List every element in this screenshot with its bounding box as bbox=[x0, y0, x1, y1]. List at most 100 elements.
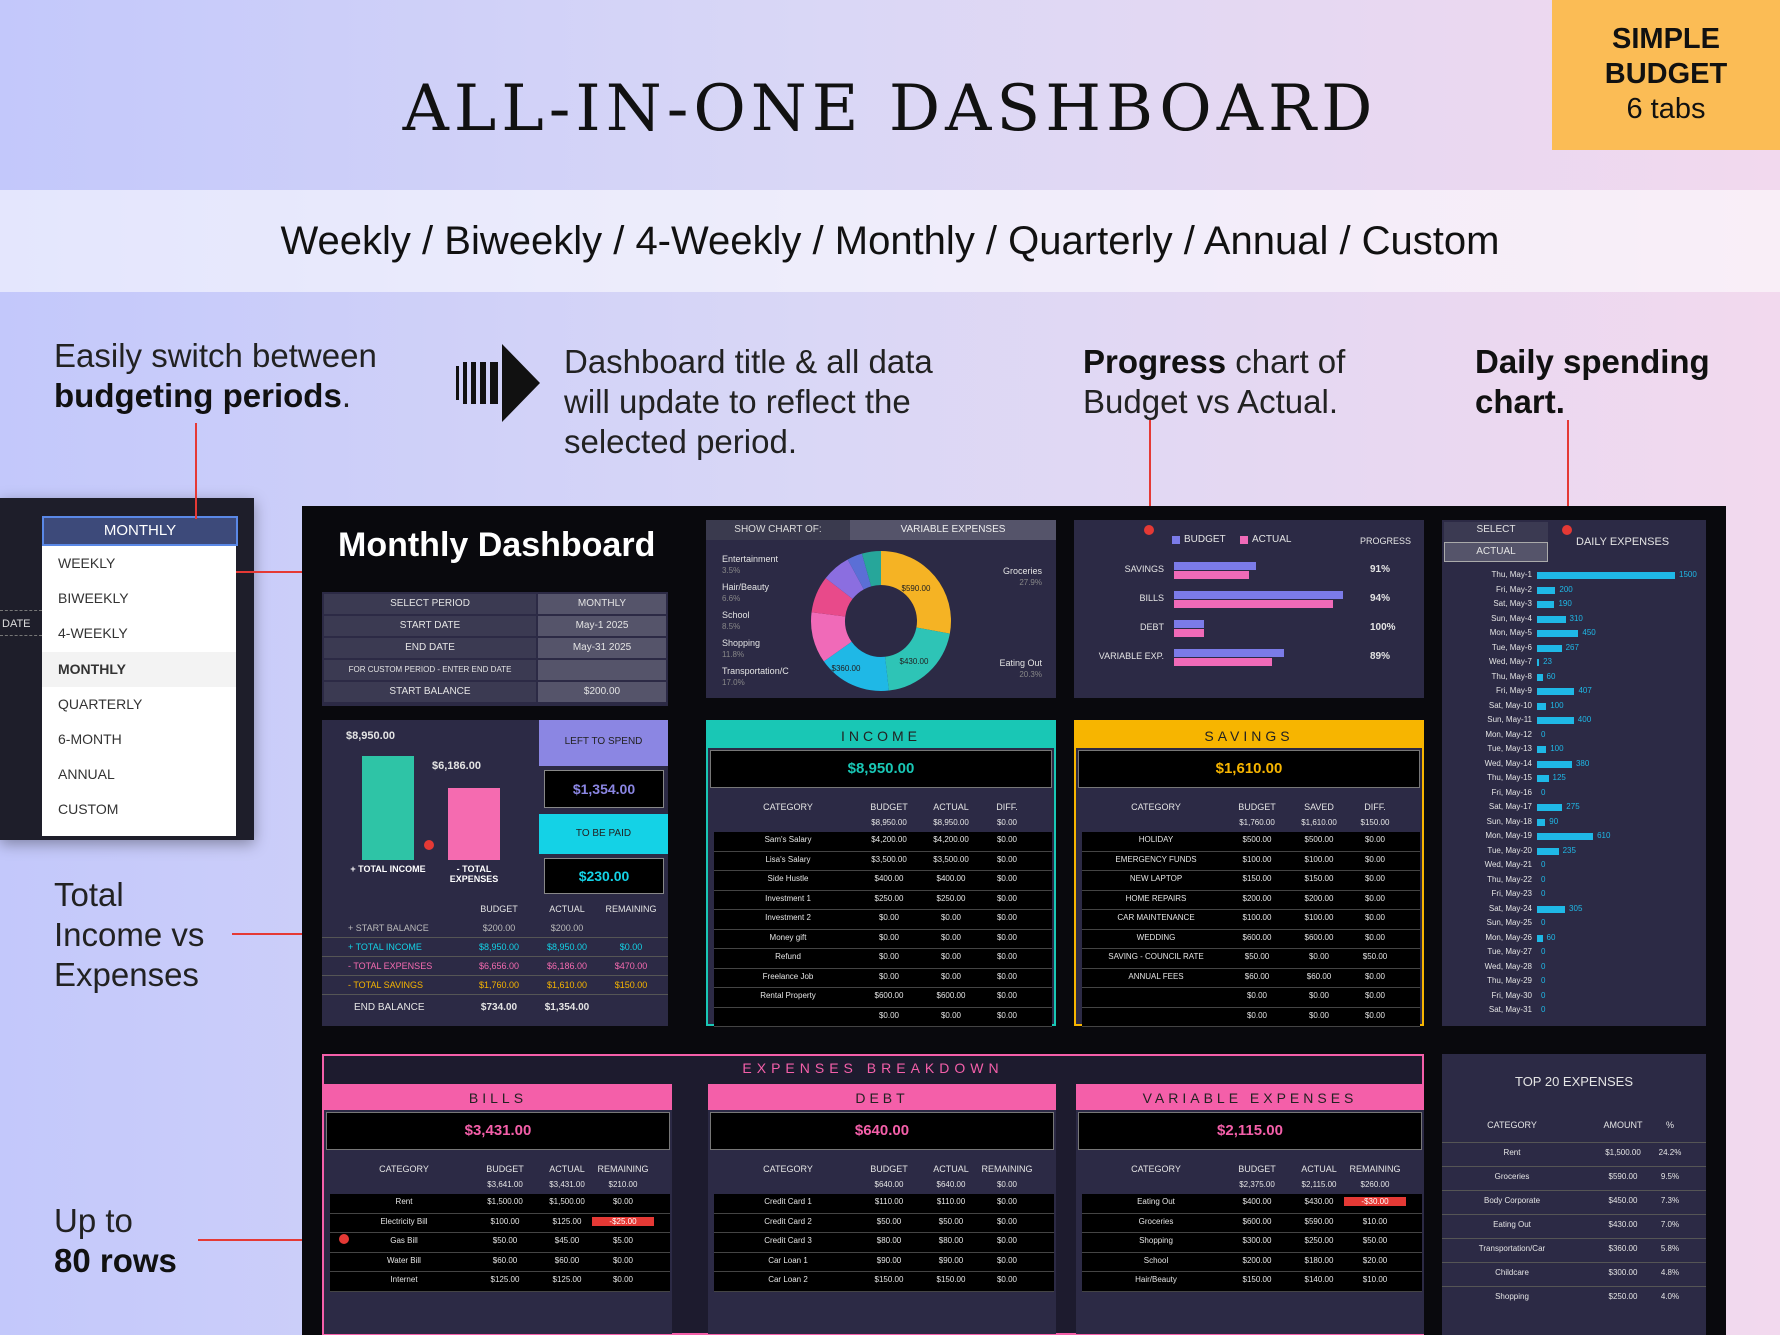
table-header-bar bbox=[1076, 722, 1422, 748]
setup-value[interactable]: May-31 2025 bbox=[538, 638, 666, 658]
period-option[interactable]: MONTHLY bbox=[42, 651, 236, 687]
row-category[interactable]: Credit Card 2 bbox=[764, 1216, 812, 1226]
row-category[interactable]: Refund bbox=[775, 952, 801, 961]
day-label: Thu, May-22 bbox=[1487, 874, 1532, 884]
table-row bbox=[1082, 1194, 1422, 1214]
period-option[interactable]: 4-WEEKLY bbox=[58, 625, 128, 642]
to-be-paid-label: TO BE PAID bbox=[575, 828, 632, 839]
donut-panel: SHOW CHART OF: VARIABLE EXPENSES $590.00… bbox=[706, 520, 1056, 698]
table-row bbox=[714, 1233, 1054, 1253]
donut-legend-label: School bbox=[722, 610, 750, 620]
daily-bar bbox=[1537, 644, 1562, 652]
row-value: $60.00 bbox=[1244, 971, 1270, 981]
row-category[interactable]: Investment 2 bbox=[765, 913, 811, 922]
top20-value: 7.0% bbox=[1660, 1220, 1680, 1229]
day-label: Sun, May-18 bbox=[1486, 816, 1532, 826]
row-category[interactable]: Shopping bbox=[1139, 1236, 1173, 1245]
show-chart-label: SHOW CHART OF: bbox=[706, 520, 850, 540]
row-value: $400.00 bbox=[874, 874, 904, 883]
row-category[interactable]: Internet bbox=[390, 1275, 418, 1284]
row-category[interactable]: Side Hustle bbox=[767, 874, 809, 883]
row-category[interactable]: Freelance Job bbox=[762, 971, 814, 981]
period-option[interactable]: BIWEEKLY bbox=[58, 590, 129, 607]
row-value: $0.00 bbox=[996, 1010, 1018, 1020]
row-value: $100.00 bbox=[1242, 913, 1272, 922]
row-category[interactable]: NEW LAPTOP bbox=[1129, 874, 1183, 883]
period-option[interactable]: 6-MONTH bbox=[58, 730, 122, 747]
row-category[interactable]: Rental Property bbox=[760, 991, 816, 1000]
setup-value[interactable] bbox=[538, 660, 666, 680]
dashboard-screenshot: Monthly Dashboard SELECT PERIOD MONTHLY ST… bbox=[302, 506, 1726, 1335]
top20-row bbox=[1442, 1214, 1706, 1238]
row-category[interactable]: HOLIDAY bbox=[1138, 835, 1174, 844]
row-category[interactable]: EMERGENCY FUNDS bbox=[1115, 854, 1197, 864]
table-total-box bbox=[710, 750, 1052, 788]
daily-value: 23 bbox=[1543, 657, 1553, 666]
period-option[interactable]: QUARTERLY bbox=[58, 695, 143, 712]
row-value: $125.00 bbox=[552, 1275, 582, 1284]
setup-label: FOR CUSTOM PERIOD - ENTER END DATE bbox=[324, 660, 536, 680]
table-col-header: BUDGET bbox=[1238, 802, 1276, 812]
top20-value: 7.3% bbox=[1660, 1196, 1680, 1205]
row-category[interactable]: CAR MAINTENANCE bbox=[1117, 913, 1195, 922]
row-category[interactable]: Water Bill bbox=[387, 1255, 421, 1265]
donut-slice bbox=[881, 551, 951, 634]
balance-label: + TOTAL INCOME bbox=[348, 942, 422, 952]
day-label: Tue, May-13 bbox=[1487, 744, 1532, 753]
dashboard-title: Monthly Dashboard bbox=[338, 526, 656, 564]
row-category[interactable]: Car Loan 2 bbox=[768, 1275, 808, 1284]
row-category[interactable]: Investment 1 bbox=[765, 893, 811, 903]
period-option[interactable]: ANNUAL bbox=[58, 766, 115, 783]
row-category[interactable]: Groceries bbox=[1138, 1216, 1174, 1226]
setup-label: START BALANCE bbox=[324, 682, 536, 702]
row-value: $0.00 bbox=[1364, 893, 1386, 903]
row-category[interactable]: ANNUAL FEES bbox=[1128, 971, 1184, 981]
row-category[interactable]: Credit Card 1 bbox=[764, 1197, 812, 1206]
donut-legend-pct: 8.5% bbox=[722, 622, 741, 631]
table-row bbox=[1082, 1252, 1422, 1272]
table-row bbox=[1082, 1213, 1422, 1233]
row-value: $430.00 bbox=[1304, 1197, 1334, 1206]
row-category[interactable]: Credit Card 3 bbox=[764, 1236, 812, 1245]
row-category[interactable]: WEDDING bbox=[1136, 932, 1176, 942]
donut-legend-pct: 11.8% bbox=[722, 650, 745, 659]
period-option[interactable]: CUSTOM bbox=[58, 801, 119, 818]
row-value: -$30.00 bbox=[1344, 1197, 1406, 1206]
balance-value: $1,610.00 bbox=[546, 980, 588, 990]
row-value: $1,500.00 bbox=[549, 1197, 585, 1206]
row-category[interactable]: Electricity Bill bbox=[380, 1216, 428, 1226]
row-value: $0.00 bbox=[940, 913, 962, 922]
balance-row bbox=[322, 939, 668, 957]
row-category[interactable]: SAVING - COUNCIL RATE bbox=[1108, 952, 1204, 961]
daily-value: 0 bbox=[1541, 787, 1546, 797]
setup-value[interactable]: May-1 2025 bbox=[538, 616, 666, 636]
end-balance-budget: $734.00 bbox=[480, 1002, 518, 1013]
row-category[interactable]: Sam's Salary bbox=[764, 835, 812, 844]
row-category[interactable]: Money gift bbox=[769, 932, 807, 942]
row-value: $0.00 bbox=[1246, 991, 1268, 1000]
daily-value: 0 bbox=[1541, 860, 1546, 869]
table-row bbox=[714, 1194, 1054, 1214]
annotation-switch-line-1: Easily switch between bbox=[54, 337, 377, 374]
row-category[interactable]: Gas Bill bbox=[390, 1236, 418, 1245]
period-select[interactable]: MONTHLY bbox=[42, 516, 238, 546]
row-category[interactable]: Car Loan 1 bbox=[768, 1255, 808, 1265]
annotation-tie-line-1: Total bbox=[54, 876, 124, 913]
setup-label: END DATE bbox=[324, 638, 536, 658]
row-value: $0.00 bbox=[612, 1275, 634, 1284]
row-category[interactable]: School bbox=[1143, 1255, 1169, 1265]
expense-caption: - TOTAL EXPENSES bbox=[449, 864, 499, 884]
row-category[interactable]: Rent bbox=[395, 1197, 413, 1206]
budget-bar bbox=[1174, 591, 1343, 599]
row-category[interactable]: HOME REPAIRS bbox=[1125, 893, 1187, 903]
table-row bbox=[1082, 988, 1420, 1008]
daily-mode-select[interactable] bbox=[1444, 542, 1548, 562]
donut-legend-pct: 27.9% bbox=[1019, 578, 1042, 587]
top20-value: 24.2% bbox=[1658, 1148, 1682, 1157]
period-option[interactable]: WEEKLY bbox=[58, 555, 116, 571]
row-category[interactable]: Lisa's Salary bbox=[765, 854, 811, 864]
setup-value[interactable]: MONTHLY bbox=[538, 594, 666, 614]
row-category[interactable]: Eating Out bbox=[1137, 1197, 1175, 1206]
chart-category-select[interactable]: VARIABLE EXPENSES bbox=[850, 520, 1056, 540]
row-category[interactable]: Hair/Beauty bbox=[1135, 1275, 1177, 1284]
